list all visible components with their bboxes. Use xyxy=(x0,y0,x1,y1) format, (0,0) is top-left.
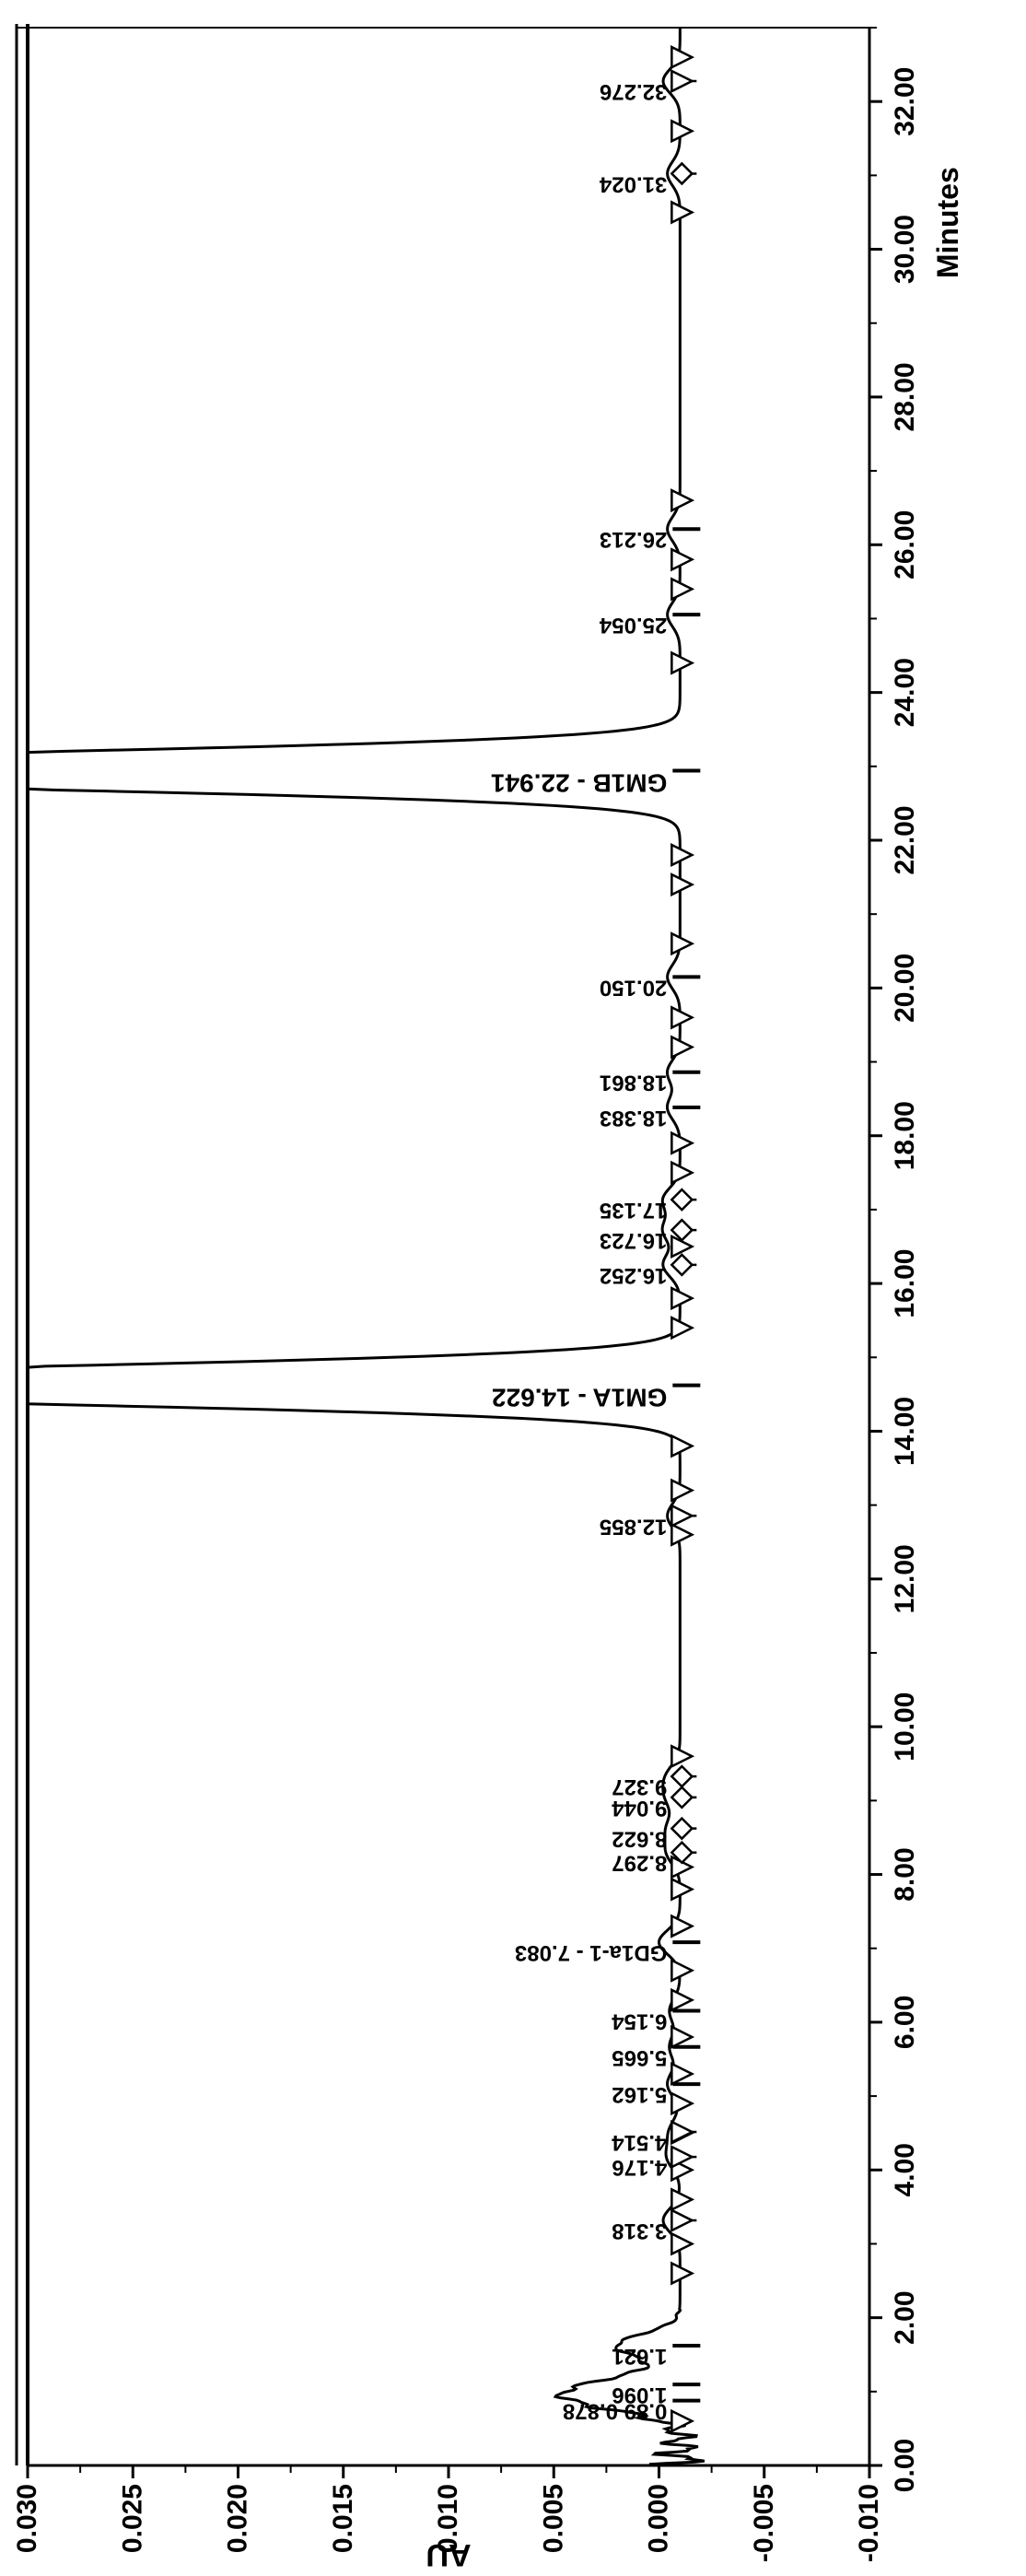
peak-label: 16.723 xyxy=(600,1228,667,1253)
peak-label: 31.024 xyxy=(599,171,667,196)
peak-label: GM1A - 14.622 xyxy=(492,1384,667,1412)
minutes-tick-label: 12.00 xyxy=(890,1544,920,1613)
minutes-tick-label: 2.00 xyxy=(890,2290,920,2344)
au-tick-label: 0.000 xyxy=(644,2484,674,2553)
minutes-tick-label: 30.00 xyxy=(890,215,920,284)
minutes-tick-label: 6.00 xyxy=(890,1996,920,2049)
au-tick-label: 0.020 xyxy=(223,2484,253,2553)
peak-label: 18.383 xyxy=(600,1106,667,1130)
chromatogram-chart: -0.010-0.0050.0000.0050.0100.0150.0200.0… xyxy=(0,0,1026,2576)
peak-label: 1.621 xyxy=(612,2344,667,2369)
peak-label: 26.213 xyxy=(600,527,667,552)
minutes-tick-label: 4.00 xyxy=(890,2143,920,2196)
peak-label: 18.861 xyxy=(600,1071,667,1095)
minutes-tick-label: 18.00 xyxy=(890,1101,920,1170)
peak-label: GM1B - 22.941 xyxy=(491,769,667,798)
minutes-tick-label: 26.00 xyxy=(890,510,920,580)
au-tick-label: 0.005 xyxy=(538,2484,568,2553)
minutes-tick-label: 28.00 xyxy=(890,362,920,431)
peak-label: 1.096 xyxy=(612,2383,667,2407)
peak-label: 9.327 xyxy=(612,1774,667,1799)
minutes-tick-label: 24.00 xyxy=(890,658,920,727)
peak-label: 5.162 xyxy=(612,2082,667,2107)
minutes-axis-title: Minutes xyxy=(931,167,964,278)
minutes-tick-label: 8.00 xyxy=(890,1847,920,1901)
au-tick-label: 0.015 xyxy=(328,2484,358,2553)
minutes-tick-label: 0.00 xyxy=(890,2439,920,2492)
peak-label: 6.154 xyxy=(612,2009,668,2034)
au-tick-label: -0.005 xyxy=(749,2484,779,2562)
peak-label: 25.054 xyxy=(599,613,667,638)
au-axis-title: AU xyxy=(426,2537,471,2572)
peak-label: 17.135 xyxy=(600,1198,667,1223)
peak-label: 3.318 xyxy=(612,2219,667,2243)
peak-label: 4.176 xyxy=(612,2155,667,2180)
peak-label: 8.297 xyxy=(612,1851,667,1876)
minutes-tick-label: 20.00 xyxy=(890,954,920,1023)
peak-label: 12.855 xyxy=(600,1514,667,1539)
plot-wrapper: -0.010-0.0050.0000.0050.0100.0150.0200.0… xyxy=(0,0,1026,2576)
peak-label: 20.150 xyxy=(600,975,667,1000)
au-tick-label: 0.025 xyxy=(117,2484,147,2553)
minutes-tick-label: 32.00 xyxy=(890,67,920,136)
peak-label: GD1a-1 - 7.083 xyxy=(515,1940,667,1965)
peak-label: 8.622 xyxy=(612,1827,667,1852)
peak-label: 5.665 xyxy=(612,2045,667,2070)
peak-label: 4.514 xyxy=(612,2130,668,2155)
minutes-tick-label: 16.00 xyxy=(890,1249,920,1318)
peak-label: 32.276 xyxy=(600,79,667,104)
minutes-tick-label: 22.00 xyxy=(890,805,920,874)
au-tick-label: -0.010 xyxy=(854,2484,884,2562)
minutes-tick-label: 14.00 xyxy=(890,1397,920,1466)
peak-label: 16.252 xyxy=(600,1263,667,1288)
au-tick-label: 0.030 xyxy=(12,2484,42,2553)
chart-svg: -0.010-0.0050.0000.0050.0100.0150.0200.0… xyxy=(0,0,1026,2576)
minutes-tick-label: 10.00 xyxy=(890,1692,920,1762)
